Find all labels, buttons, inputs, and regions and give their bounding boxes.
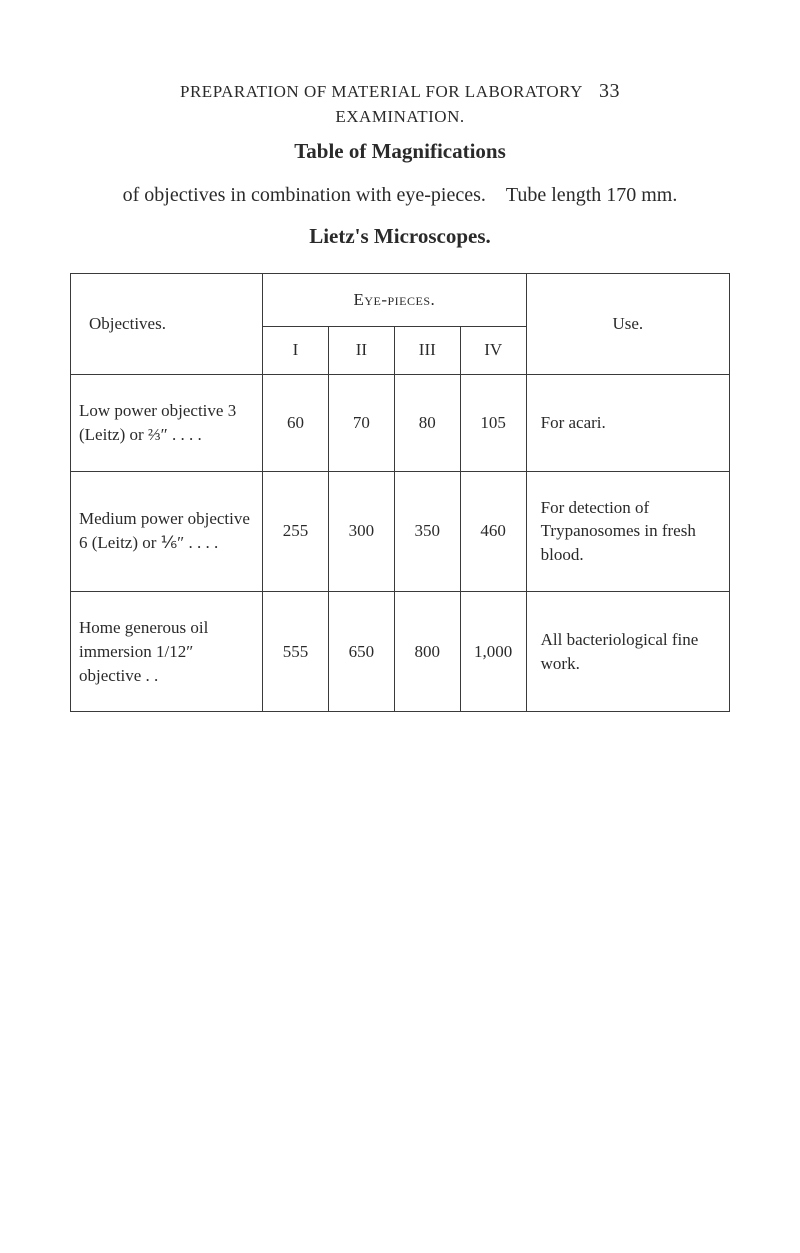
running-subhead: EXAMINATION. — [70, 107, 730, 127]
page-number: 33 — [599, 80, 620, 102]
value-cell: 650 — [328, 591, 394, 711]
value-cell: 555 — [263, 591, 329, 711]
roman-col-1: I — [263, 326, 329, 374]
table-row: Home generous oil immersion 1/12″ object… — [71, 591, 730, 711]
table-row: Medium power objective 6 (Leitz) or ⅙″ .… — [71, 471, 730, 591]
table-header-row-1: Objectives. Eye-pieces. Use. — [71, 274, 730, 327]
magnifications-table: Objectives. Eye-pieces. Use. I II III IV… — [70, 273, 730, 712]
value-cell: 1,000 — [460, 591, 526, 711]
use-cell: All bacteriological fine work. — [526, 591, 729, 711]
value-cell: 70 — [328, 375, 394, 472]
value-cell: 300 — [328, 471, 394, 591]
intro-paragraph: of objectives in combination with eye-pi… — [70, 180, 730, 210]
value-cell: 800 — [394, 591, 460, 711]
roman-col-2: II — [328, 326, 394, 374]
objective-cell: Home generous oil immersion 1/12″ object… — [71, 591, 263, 711]
value-cell: 60 — [263, 375, 329, 472]
table-row: Low power objective 3 (Leitz) or ⅔″ . . … — [71, 375, 730, 472]
use-cell: For detection of Trypanosomes in fresh b… — [526, 471, 729, 591]
objective-cell: Medium power objective 6 (Leitz) or ⅙″ .… — [71, 471, 263, 591]
value-cell: 255 — [263, 471, 329, 591]
running-head: PREPARATION OF MATERIAL FOR LABORATORY 3… — [70, 80, 730, 103]
microscope-title: Lietz's Microscopes. — [70, 224, 730, 249]
running-head-text: PREPARATION OF MATERIAL FOR LABORATORY — [180, 82, 582, 101]
roman-col-4: IV — [460, 326, 526, 374]
value-cell: 80 — [394, 375, 460, 472]
value-cell: 350 — [394, 471, 460, 591]
use-cell: For acari. — [526, 375, 729, 472]
roman-col-3: III — [394, 326, 460, 374]
use-header: Use. — [526, 274, 729, 375]
objective-cell: Low power objective 3 (Leitz) or ⅔″ . . … — [71, 375, 263, 472]
value-cell: 460 — [460, 471, 526, 591]
eyepieces-header: Eye-pieces. — [263, 274, 527, 327]
objectives-header: Objectives. — [71, 274, 263, 375]
table-title: Table of Magnifications — [70, 139, 730, 164]
value-cell: 105 — [460, 375, 526, 472]
